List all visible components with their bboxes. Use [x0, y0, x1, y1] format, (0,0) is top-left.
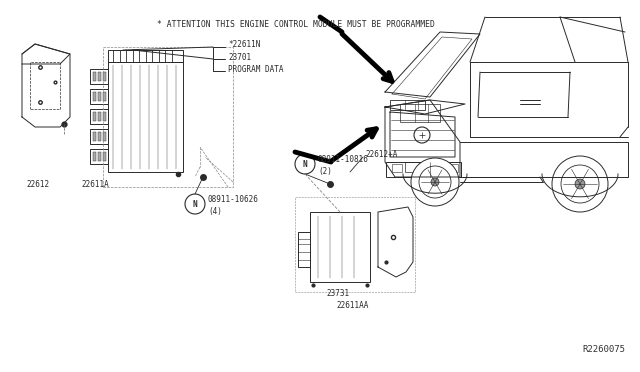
Bar [386, 162, 461, 177]
Text: R2260075: R2260075 [582, 345, 625, 354]
Bar [103, 132, 106, 141]
Text: N: N [303, 160, 307, 169]
Circle shape [552, 156, 608, 212]
Bar [98, 72, 101, 81]
Bar [405, 162, 435, 172]
Bar [98, 92, 101, 101]
Bar [93, 152, 96, 161]
Bar [108, 62, 183, 172]
Circle shape [295, 154, 315, 174]
Text: 23731: 23731 [326, 289, 349, 298]
Bar [295, 197, 415, 292]
Bar [392, 164, 402, 172]
Bar [310, 212, 370, 282]
Text: 08911-10816: 08911-10816 [318, 154, 369, 164]
Bar [390, 100, 425, 110]
Bar [98, 132, 101, 141]
Circle shape [431, 178, 439, 186]
Text: PROGRAM DATA: PROGRAM DATA [228, 64, 284, 74]
Bar [93, 112, 96, 121]
Text: (2): (2) [318, 167, 332, 176]
Bar [93, 132, 96, 141]
Text: N: N [193, 199, 197, 208]
Bar [103, 152, 106, 161]
Bar [90, 149, 108, 164]
Text: * ATTENTION THIS ENGINE CONTROL MODULE MUST BE PROGRAMMED: * ATTENTION THIS ENGINE CONTROL MODULE M… [157, 20, 435, 29]
Bar [98, 152, 101, 161]
Bar [450, 164, 458, 172]
Bar [103, 112, 106, 121]
Text: *22611N: *22611N [228, 39, 260, 48]
Circle shape [185, 194, 205, 214]
Bar [103, 47, 233, 187]
Bar [400, 104, 440, 122]
Bar [298, 232, 310, 267]
Bar [103, 92, 106, 101]
Circle shape [414, 127, 430, 143]
Bar [90, 129, 108, 144]
Bar [90, 89, 108, 104]
Bar [98, 112, 101, 121]
Bar [90, 109, 108, 124]
Text: (4): (4) [208, 206, 222, 215]
Bar [93, 92, 96, 101]
Circle shape [419, 166, 451, 198]
Bar [90, 69, 108, 84]
Circle shape [575, 179, 585, 189]
Text: 08911-10626: 08911-10626 [208, 195, 259, 203]
Circle shape [411, 158, 459, 206]
Circle shape [561, 165, 599, 203]
Bar [103, 72, 106, 81]
Text: 22611A: 22611A [81, 180, 109, 189]
Bar [108, 50, 183, 62]
Text: 23701: 23701 [228, 52, 251, 61]
Bar [93, 72, 96, 81]
Text: 22612: 22612 [26, 180, 49, 189]
Text: 22612+A: 22612+A [365, 150, 397, 158]
Text: 22611AA: 22611AA [336, 301, 369, 311]
